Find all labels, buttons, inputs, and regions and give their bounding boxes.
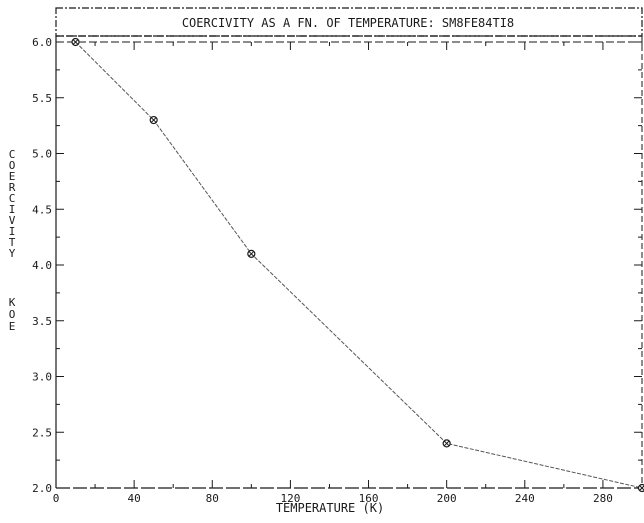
y-label-char: O <box>9 308 16 321</box>
y-label-char: C <box>9 192 16 205</box>
x-axis-label: TEMPERATURE (K) <box>276 501 384 515</box>
title-box: COERCIVITY AS A FN. OF TEMPERATURE: SM8F… <box>55 7 643 37</box>
y-label-char: E <box>9 320 16 333</box>
y-tick-label: 5.0 <box>32 148 52 161</box>
data-series <box>71 37 644 493</box>
data-point-cross <box>150 117 157 123</box>
y-label-char: R <box>9 181 16 194</box>
data-point <box>71 37 80 47</box>
series-line <box>75 41 643 489</box>
x-tick-label: 120 <box>280 492 300 505</box>
y-label-char: K <box>9 296 16 309</box>
y-tick-label: 5.5 <box>32 92 52 105</box>
y-label-char: I <box>9 203 16 216</box>
x-tick-label: 280 <box>593 492 613 505</box>
x-tick-label: 0 <box>53 492 60 505</box>
y-label-char: E <box>9 170 16 183</box>
data-point <box>637 483 644 493</box>
x-tick-label: 200 <box>437 492 457 505</box>
y-label-char: Y <box>9 247 16 260</box>
y-tick-label: 2.0 <box>32 482 52 495</box>
data-point-cross <box>248 251 255 257</box>
y-label-char: O <box>9 159 16 172</box>
chart-title: COERCIVITY AS A FN. OF TEMPERATURE: SM8F… <box>182 16 514 30</box>
x-axis-ticks: 0 40 80 120 160 200 240 280 <box>53 42 643 505</box>
y-tick-label: 6.0 <box>32 36 52 49</box>
data-point-cross <box>443 440 450 447</box>
x-tick-label: 160 <box>359 492 379 505</box>
y-label-char: V <box>9 214 16 227</box>
y-axis-ticks: 2.0 2.5 3.0 3.5 4.0 4.5 5.0 5.5 6.0 <box>32 36 642 495</box>
y-tick-label: 3.5 <box>32 315 52 328</box>
y-label-char: T <box>9 236 16 249</box>
data-point-cross <box>72 39 79 45</box>
data-point-circle <box>637 483 644 493</box>
plot-frame <box>55 35 643 489</box>
x-tick-label: 40 <box>128 492 141 505</box>
y-tick-label: 4.5 <box>32 203 52 216</box>
y-label-char: I <box>9 225 16 238</box>
data-point <box>149 115 158 125</box>
y-tick-label: 4.0 <box>32 259 52 272</box>
x-tick-label: 80 <box>206 492 219 505</box>
x-tick-label: 240 <box>515 492 535 505</box>
y-tick-label: 3.0 <box>32 371 52 384</box>
y-tick-label: 2.5 <box>32 426 52 439</box>
data-point <box>247 249 256 258</box>
data-point <box>442 439 451 448</box>
y-label-char: C <box>9 148 16 161</box>
